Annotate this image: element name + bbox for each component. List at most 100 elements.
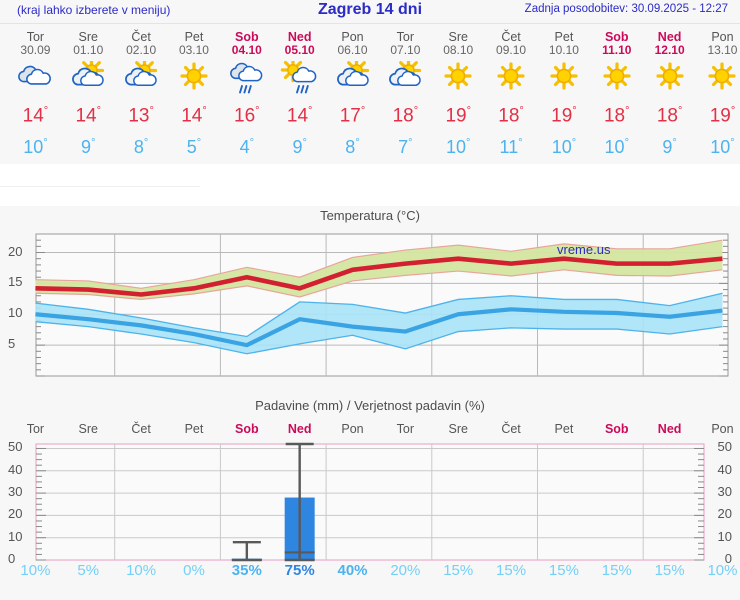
day-name: Sre [78,30,98,44]
day-max-temp: 14° [181,105,207,127]
partly-sunny-icon [326,57,379,97]
sunny-icon [485,57,538,97]
day-min-temp: 9° [662,137,677,158]
day-max-temp: 18° [498,105,524,127]
day-max-temp: 14° [286,105,313,127]
precipitation-day-label: Ned [657,422,682,436]
temperature-chart-title: Temperatura (°C) [320,208,420,223]
temperature-y-tick: 10 [8,305,23,321]
day-min-temp: 8° [133,137,149,158]
day-min-temp: 10° [446,137,471,158]
day-max-temp: 14° [22,105,49,127]
day-name: Tor [26,30,45,44]
partly-sunny-icon [115,57,168,97]
day-column: Ned 12.10 18° 9° [643,24,696,160]
day-max-temp: 18° [603,105,630,127]
precipitation-plot [35,442,705,562]
day-max-temp: 18° [656,105,683,127]
precipitation-probability-label: 15% [548,562,579,579]
precipitation-probability-label: 15% [654,562,685,579]
day-column: Sob 04.10 16° 4° [220,24,273,160]
precipitation-probability-label: 35% [231,562,262,579]
precipitation-chart-title: Padavine (mm) / Verjetnost padavin (%) [255,398,485,413]
day-name: Pet [554,30,574,44]
day-min-temp: 11° [499,137,523,158]
precipitation-day-label: Čet [131,422,151,436]
day-column: Sob 11.10 18° 10° [590,24,643,160]
header-divider [0,23,740,24]
precipitation-y-tick: 40 [717,461,732,477]
day-column: Sre 01.10 14° 9° [62,24,115,160]
day-name: Pon [341,30,364,44]
day-min-temp: 9° [81,137,96,158]
day-max-temp: 16° [234,105,260,127]
precipitation-y-tick: 20 [717,506,732,522]
day-min-temp: 8° [345,137,360,158]
precipitation-probability-label: 0% [183,562,205,579]
precipitation-day-label: Pet [184,422,204,436]
day-date: 06.10 [337,43,368,57]
precipitation-probability-label: 10% [707,562,738,579]
sunny-icon [590,57,643,97]
day-name: Čet [501,30,521,44]
day-max-temp: 19° [445,105,471,127]
temperature-chart: Temperatura (°C) vreme.us 5 10 15 20 [0,206,740,396]
day-column: Čet 09.10 18° 11° [485,24,538,160]
precipitation-day-label: Sre [448,422,468,436]
day-column: Čet 02.10 13° 8° [115,24,168,160]
precipitation-y-tick: 10 [717,528,732,544]
precipitation-y-tick: 30 [717,484,732,500]
day-max-temp: 18° [392,105,419,127]
day-date: 02.10 [126,43,157,57]
precipitation-probability-label: 40% [337,562,368,579]
day-column: Pet 03.10 14° 5° [168,24,221,160]
day-min-temp: 10° [604,137,629,158]
day-min-temp: 10° [710,137,735,158]
sun-rain-icon [273,57,326,97]
day-max-temp: 13° [128,105,154,127]
precipitation-day-label: Pon [711,422,734,436]
day-name: Ned [657,30,682,44]
precipitation-day-label: Sob [235,422,259,436]
day-max-temp: 19° [709,105,736,127]
precipitation-y-tick: 0 [724,551,732,566]
location-hint: (kraj lahko izberete v meniju) [17,3,171,17]
sunny-icon [168,57,221,97]
temperature-y-tick: 5 [8,336,16,352]
precipitation-y-tick: 20 [8,506,23,522]
day-date: 30.09 [20,43,51,57]
sunny-icon [432,57,485,97]
day-min-temp: 10° [551,137,577,158]
day-column: Ned 05.10 14° 9° [273,24,326,160]
precipitation-probability-label: 5% [77,562,100,579]
day-name: Čet [131,30,151,44]
precipitation-day-label: Tor [26,422,45,436]
rain-icon [220,57,273,97]
partly-sunny-icon [62,57,115,97]
day-max-temp: 17° [339,105,366,127]
cloudy-icon [9,57,62,97]
day-column: Pon 06.10 17° 8° [326,24,379,160]
page-title: Zagreb 14 dni [317,1,423,18]
precipitation-y-tick: 50 [8,439,23,455]
day-name: Pon [711,30,734,44]
day-column: Tor 30.09 14° 10° [9,24,62,160]
day-min-temp: 4° [239,137,255,158]
day-date: 10.10 [548,43,579,57]
day-date: 08.10 [443,43,474,57]
day-date: 07.10 [390,43,421,57]
precipitation-day-label: Čet [501,422,521,436]
precipitation-probability-label: 15% [601,562,632,579]
day-name: Pet [184,30,204,44]
day-date: 03.10 [178,43,209,57]
precipitation-y-tick: 50 [717,439,732,455]
page-header: (kraj lahko izberete v meniju) Zagreb 14… [0,0,740,22]
sunny-icon [696,57,740,97]
daily-forecast-strip: Tor 30.09 14° 10° Sre 01.10 14° 9° Čet 02.10 13… [0,24,740,164]
day-date: 09.10 [496,43,527,57]
day-date: 12.10 [654,43,685,57]
day-name: Sob [235,30,259,44]
temperature-plot [35,233,729,377]
precipitation-probability-label: 75% [284,562,315,579]
day-column: Sre 08.10 19° 10° [432,24,485,160]
